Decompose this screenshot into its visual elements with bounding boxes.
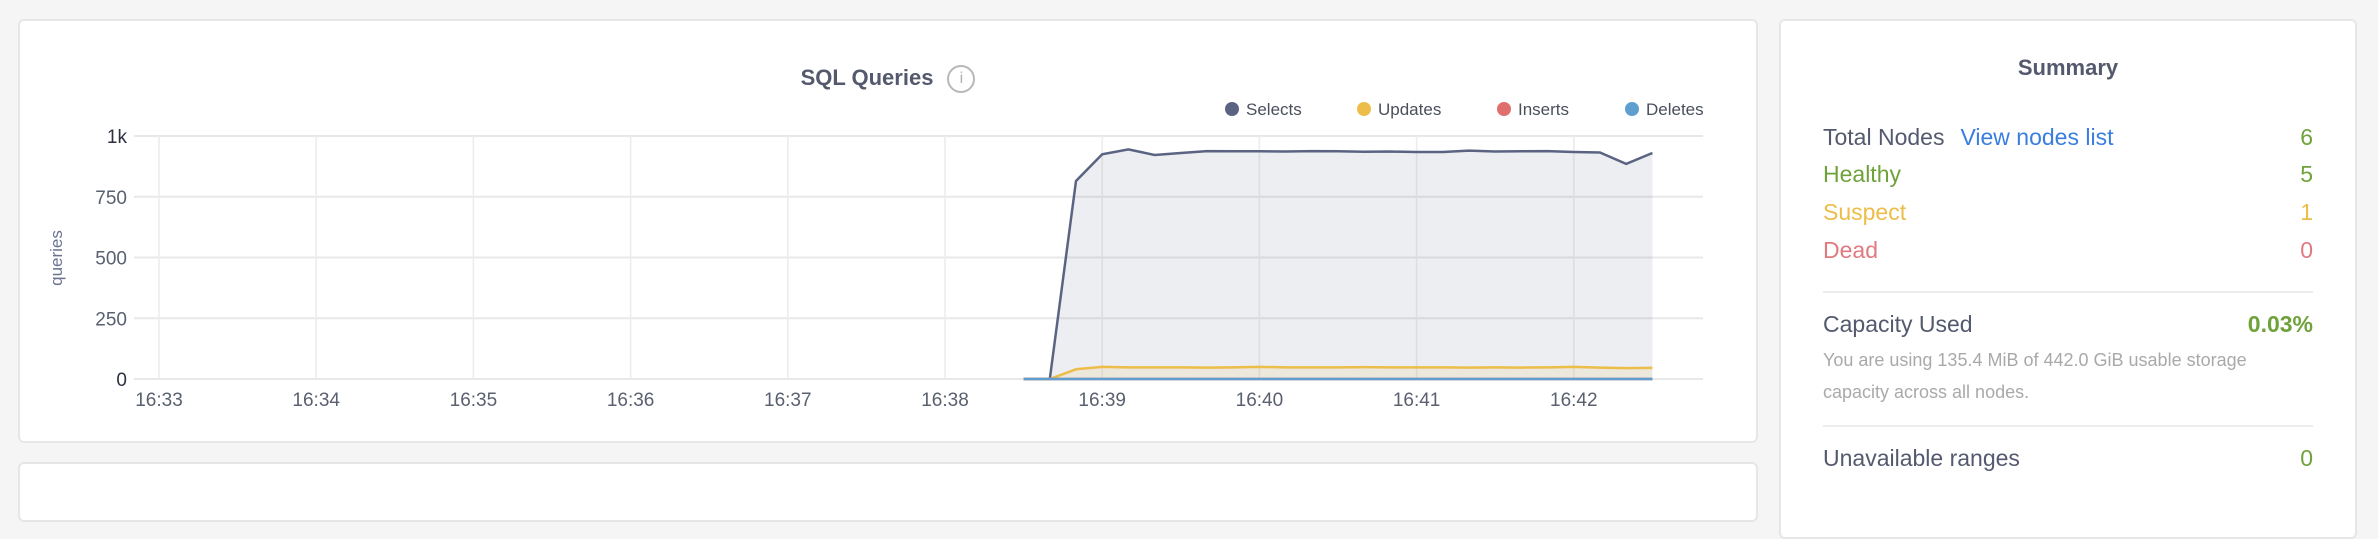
unavailable-ranges-row: Unavailable ranges 0 [1823, 445, 2313, 472]
summary-title: Summary [2017, 55, 2119, 80]
x-tick-label: 16:41 [1393, 390, 1441, 411]
updates-series-line [1023, 365, 1653, 381]
legend-inserts-dot [1497, 102, 1511, 116]
summary-card: Summary Total Nodes View nodes list 6 Hea… [1779, 19, 2357, 539]
y-tick-label: 250 [95, 309, 127, 330]
legend-inserts-label: Inserts [1518, 100, 1569, 119]
suspect-label: Suspect [1823, 199, 1907, 225]
x-tick-label: 16:38 [921, 390, 969, 411]
total-nodes-row: Total Nodes View nodes list 6 [1823, 124, 2313, 151]
capacity-value: 0.03% [2247, 311, 2313, 337]
next-chart-card [18, 462, 1758, 522]
selects-area [1023, 149, 1653, 379]
healthy-value: 5 [2300, 161, 2313, 187]
unavailable-ranges-label: Unavailable ranges [1823, 445, 2020, 471]
total-nodes-label: Total Nodes [1823, 124, 1945, 150]
legend-selects-label: Selects [1246, 100, 1302, 119]
selects-series-line [1023, 148, 1653, 381]
y-tick-label: 750 [95, 188, 127, 209]
capacity-description: You are using 135.4 MiB of 442.0 GiB usa… [1823, 350, 2247, 402]
chart-title-text: SQL Queries [800, 65, 934, 90]
dead-row: Dead 0 [1823, 237, 2313, 264]
healthy-row: Healthy 5 [1823, 161, 2313, 188]
divider [1823, 425, 2313, 427]
dead-label: Dead [1823, 237, 1878, 263]
suspect-row: Suspect 1 [1823, 199, 2313, 226]
x-tick-label: 16:40 [1236, 390, 1284, 411]
x-tick-label: 16:37 [764, 390, 812, 411]
legend-updates-dot [1357, 102, 1371, 116]
legend-deletes-label: Deletes [1646, 100, 1704, 119]
y-tick-label: 1k [107, 127, 128, 148]
suspect-value: 1 [2300, 199, 2313, 225]
sql-queries-chart-card: SQL Queries i [18, 19, 1758, 443]
view-nodes-list-link[interactable]: View nodes list [1960, 124, 2114, 150]
x-tick-label: 16:42 [1550, 390, 1598, 411]
x-tick-label: 16:34 [292, 390, 340, 411]
healthy-label: Healthy [1823, 161, 1901, 187]
y-axis-label: queries [47, 230, 66, 286]
x-tick-label: 16:33 [135, 390, 183, 411]
capacity-row: Capacity Used 0.03% [1823, 311, 2313, 338]
legend-updates-label: Updates [1378, 100, 1441, 119]
unavailable-ranges-value: 0 [2300, 445, 2313, 471]
total-nodes-value: 6 [2300, 124, 2313, 150]
legend-selects-dot [1225, 102, 1239, 116]
y-tick-label: 0 [116, 370, 127, 391]
dead-value: 0 [2300, 237, 2313, 263]
legend-deletes-dot [1625, 102, 1639, 116]
info-circle-icon[interactable]: i [947, 65, 976, 94]
chart-title: SQL Queries i [20, 65, 1756, 94]
y-tick-label: 500 [95, 249, 127, 270]
x-tick-label: 16:35 [450, 390, 498, 411]
divider [1823, 291, 2313, 293]
updates-area [1023, 366, 1653, 379]
capacity-label: Capacity Used [1823, 311, 1973, 337]
x-tick-label: 16:39 [1078, 390, 1126, 411]
sql-queries-chart: 0 250 500 750 1k 16:33 16:34 16:35 16:36 16:37 16:… [47, 100, 1704, 411]
x-tick-label: 16:36 [607, 390, 655, 411]
